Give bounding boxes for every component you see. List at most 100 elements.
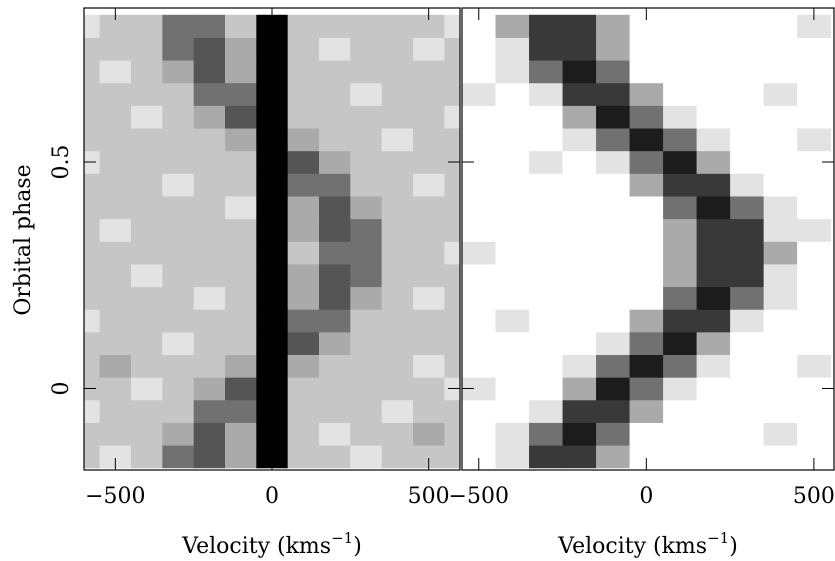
heatmap-cell xyxy=(596,241,631,265)
heatmap-cell xyxy=(413,263,445,288)
heatmap-cell xyxy=(99,128,132,152)
heatmap-cell xyxy=(730,309,765,333)
heatmap-cell xyxy=(84,82,101,106)
heatmap-cell xyxy=(696,37,731,61)
heatmap-cell xyxy=(319,309,351,333)
heatmap-cell xyxy=(797,422,832,446)
heatmap-cell xyxy=(663,263,698,288)
heatmap-cell xyxy=(444,218,460,242)
heatmap-cell xyxy=(797,263,832,288)
heatmap-cell xyxy=(763,309,798,333)
heatmap-cell xyxy=(225,82,257,106)
heatmap-cell xyxy=(629,105,664,129)
heatmap-cell xyxy=(596,173,631,197)
heatmap-cell xyxy=(730,37,765,61)
heatmap-cell xyxy=(84,263,101,288)
heatmap-cell xyxy=(413,377,445,401)
heatmap-cell xyxy=(413,173,445,197)
heatmap-cell xyxy=(287,128,320,152)
heatmap-cell xyxy=(319,377,351,401)
heatmap-cell xyxy=(696,14,731,38)
heatmap-cell xyxy=(99,309,132,333)
heatmap-cell xyxy=(225,445,257,469)
heatmap-cell xyxy=(193,422,226,446)
heatmap-cell xyxy=(99,60,132,84)
heatmap xyxy=(84,14,460,469)
heatmap-cell xyxy=(596,263,631,288)
heatmap-cell xyxy=(84,14,101,38)
y-tick-label: 0 xyxy=(49,381,74,395)
x-tick-label: 0 xyxy=(265,484,279,509)
heatmap-cell xyxy=(797,354,832,378)
heatmap-cell xyxy=(287,150,320,174)
heatmap-cell xyxy=(529,14,564,38)
heatmap-cell xyxy=(350,150,383,174)
heatmap-cell xyxy=(629,445,664,469)
heatmap-cell xyxy=(225,37,257,61)
heatmap-cell xyxy=(629,150,664,174)
heatmap-cell xyxy=(413,105,445,129)
heatmap-cell xyxy=(444,286,460,310)
heatmap-cell xyxy=(663,14,698,38)
heatmap-cell xyxy=(529,150,564,174)
heatmap-cell xyxy=(562,309,597,333)
heatmap-cell xyxy=(193,331,226,355)
heatmap-cell xyxy=(663,354,698,378)
heatmap-cell xyxy=(413,309,445,333)
heatmap-cell xyxy=(350,195,383,220)
heatmap-cell xyxy=(350,422,383,446)
heatmap-cell xyxy=(797,173,832,197)
heatmap-cell xyxy=(350,173,383,197)
heatmap-cell xyxy=(84,399,101,423)
heatmap-cell xyxy=(696,82,731,106)
heatmap-cell xyxy=(562,37,597,61)
heatmap-cell xyxy=(462,354,497,378)
heatmap-cell xyxy=(256,150,289,174)
heatmap-cell xyxy=(797,218,832,242)
heatmap-cell xyxy=(256,286,289,310)
heatmap-cell xyxy=(131,354,163,378)
heatmap-cell xyxy=(797,60,832,84)
heatmap-cell xyxy=(596,82,631,106)
heatmap-cell xyxy=(495,354,530,378)
heatmap-cell xyxy=(495,173,530,197)
heatmap-cell xyxy=(413,82,445,106)
heatmap-cell xyxy=(462,37,497,61)
heatmap-cell xyxy=(562,218,597,242)
heatmap-cell xyxy=(462,128,497,152)
heatmap-cell xyxy=(193,105,226,129)
heatmap-cell xyxy=(193,60,226,84)
heatmap-cell xyxy=(529,422,564,446)
heatmap-cell xyxy=(730,354,765,378)
heatmap-cell xyxy=(663,286,698,310)
heatmap-cell xyxy=(131,263,163,288)
heatmap-cell xyxy=(444,422,460,446)
heatmap-cell xyxy=(763,173,798,197)
heatmap-cell xyxy=(256,60,289,84)
heatmap-cell xyxy=(663,128,698,152)
heatmap-cell xyxy=(413,354,445,378)
x-axis-label-part: ) xyxy=(353,534,362,559)
heatmap-cell xyxy=(350,241,383,265)
heatmap-cell xyxy=(562,377,597,401)
heatmap-cell xyxy=(763,263,798,288)
heatmap-cell xyxy=(381,37,414,61)
x-tick-label: −500 xyxy=(85,484,145,509)
heatmap-cell xyxy=(495,399,530,423)
heatmap-cell xyxy=(162,82,195,106)
heatmap-cell xyxy=(350,399,383,423)
heatmap-cell xyxy=(462,399,497,423)
heatmap-cell xyxy=(162,105,195,129)
x-axis-label: Velocity (kms−1) xyxy=(557,529,738,559)
heatmap-cell xyxy=(696,241,731,265)
heatmap-cell xyxy=(287,241,320,265)
heatmap-cell xyxy=(663,377,698,401)
heatmap-cell xyxy=(663,60,698,84)
heatmap-cell xyxy=(256,128,289,152)
heatmap-cell xyxy=(462,218,497,242)
heatmap-cell xyxy=(629,422,664,446)
heatmap-cell xyxy=(444,60,460,84)
heatmap-cell xyxy=(562,195,597,220)
heatmap-cell xyxy=(256,422,289,446)
heatmap-cell xyxy=(413,422,445,446)
